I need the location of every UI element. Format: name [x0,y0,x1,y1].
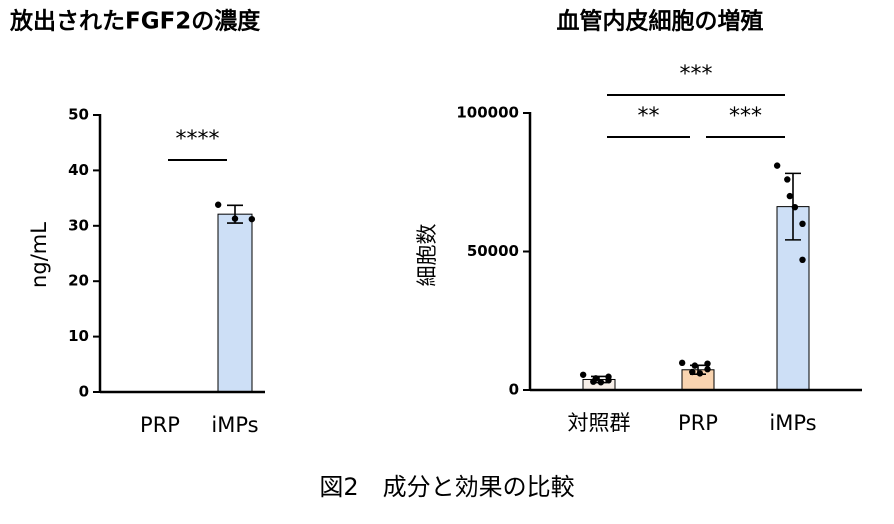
data-point [231,215,239,222]
chart-title: 血管内皮細胞の増殖 [557,8,764,35]
x-tick-label: 対照群 [568,411,631,435]
y-tick-label: 50000 [467,242,519,260]
data-point [784,176,791,183]
y-tick-label: 0 [509,381,519,399]
data-point [605,373,612,380]
data-point [773,162,781,169]
data-point [799,220,806,227]
data-point [214,201,222,208]
data-point [691,362,699,369]
y-tick-label: 10 [68,327,89,345]
y-axis-label: 細胞数 [415,224,439,287]
data-point [799,256,806,264]
data-point [689,368,696,376]
y-axis-label: ng/mL [27,222,51,288]
x-tick-label: PRP [140,413,180,437]
x-tick-label: PRP [678,411,718,435]
bar [217,213,253,393]
data-point [704,366,711,373]
x-tick-label: iMPs [769,411,816,435]
y-tick-label: 0 [79,383,89,401]
y-tick-label: 50 [68,106,89,124]
y-tick-label: 30 [68,216,89,234]
data-point [696,370,704,377]
data-point [791,203,799,211]
significance-label: **** [176,127,220,152]
significance-label: *** [729,104,762,129]
data-point [248,215,256,223]
chart-title: 放出されたFGF2の濃度 [9,8,261,35]
data-point [786,192,794,200]
significance-label: ** [638,104,660,129]
y-tick-label: 20 [68,272,89,290]
significance-label: *** [680,62,713,87]
y-tick-label: 40 [68,161,89,179]
data-point [592,375,600,382]
y-tick-label: 100000 [456,104,519,122]
data-point [579,371,587,378]
data-point [678,359,686,367]
data-point [704,360,711,367]
data-point [597,379,605,386]
x-tick-label: iMPs [211,413,258,437]
caption: 図2 成分と効果の比較 [319,473,574,501]
